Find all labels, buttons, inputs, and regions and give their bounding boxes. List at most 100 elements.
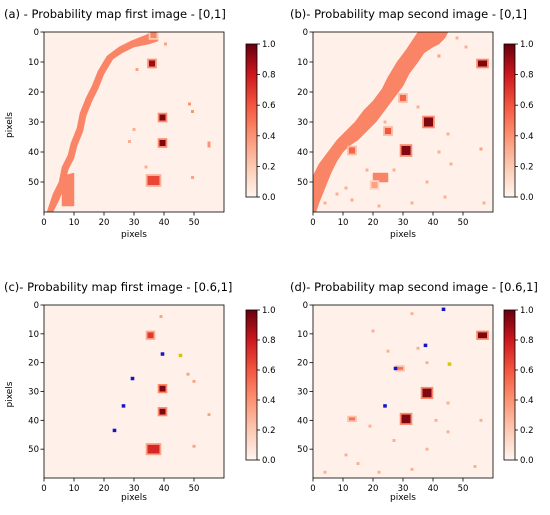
x-tick-label: 10 (338, 218, 349, 228)
heatmap-cell (349, 147, 355, 154)
marker-point (112, 428, 117, 433)
marker-point (393, 366, 398, 371)
heatmap-cell (478, 60, 487, 67)
colorbar-tick-label: 0.8 (262, 336, 276, 346)
plot-area (313, 305, 493, 478)
chart-title: (a) - Probability map first image - [0,1… (4, 7, 226, 21)
heatmap-cell (349, 417, 355, 421)
heatmap-cell (191, 110, 194, 113)
colorbar-tick-label: 0.0 (262, 193, 276, 203)
marker-point (121, 404, 126, 408)
colorbar-tick-label: 0.0 (520, 193, 534, 203)
heatmap-cell (147, 332, 154, 339)
heatmap-cell (344, 453, 348, 457)
heatmap-cell (150, 32, 157, 38)
probability-band (372, 172, 389, 183)
x-tick-label: 10 (338, 484, 349, 494)
y-tick-label: 10 (28, 330, 39, 340)
heatmap-cell (149, 60, 155, 67)
chart-panel-b: (b)- Probability map second image - [0,1… (290, 7, 534, 240)
x-tick-label: 40 (159, 484, 170, 494)
y-tick-label: 50 (28, 178, 39, 188)
colorbar-tick-label: 0.8 (520, 336, 534, 346)
heatmap-cell (371, 182, 378, 188)
colorbar-tick-label: 0.4 (520, 396, 534, 406)
probability-band (61, 172, 75, 207)
heatmap-cell (144, 165, 148, 169)
marker-point (160, 352, 165, 356)
heatmap-cell (392, 168, 396, 172)
x-tick-label: 0 (41, 484, 46, 494)
heatmap-cell (147, 444, 160, 454)
colorbar-tick-label: 0.8 (262, 71, 276, 81)
y-tick-label: 40 (297, 148, 308, 158)
colorbar-tick-label: 0.6 (520, 366, 534, 376)
colorbar-tick-label: 0.4 (262, 132, 276, 142)
heatmap-cell (192, 444, 196, 448)
heatmap-cell (377, 204, 381, 208)
heatmap-cell (464, 45, 468, 49)
colorbar (503, 43, 516, 198)
x-tick-label: 30 (398, 484, 409, 494)
heatmap-cell (147, 176, 160, 185)
probability-band (313, 32, 449, 212)
heatmap-cell (425, 361, 429, 365)
heatmap-cell (135, 68, 139, 71)
colorbar-tick-label: 0.2 (520, 426, 534, 436)
heatmap-cell (368, 424, 372, 428)
colorbar-tick-label: 1.0 (262, 306, 276, 316)
colorbar-tick-label: 0.8 (520, 71, 534, 81)
heatmap-cell (473, 465, 477, 468)
marker-point (441, 307, 446, 312)
heatmap-cell (446, 430, 450, 434)
x-axis-label: pixels (390, 493, 416, 503)
y-tick-label: 50 (297, 178, 308, 188)
marker-point (383, 404, 387, 408)
heatmap-cell (159, 408, 166, 415)
x-tick-label: 50 (189, 218, 200, 228)
heatmap-cell (159, 114, 166, 121)
y-tick-label: 40 (28, 148, 39, 158)
heatmap-cell (159, 385, 166, 392)
heatmap-cell (416, 105, 420, 109)
heatmap-cell (371, 329, 375, 333)
heatmap-cell (425, 180, 429, 184)
colorbar-tick-label: 0.6 (520, 101, 534, 111)
y-tick-label: 30 (297, 388, 308, 398)
x-tick-label: 50 (458, 218, 469, 228)
heatmap-cell (437, 54, 441, 58)
y-tick-label: 20 (297, 359, 308, 369)
colorbar-tick-label: 0.2 (262, 426, 276, 436)
chart-panel-a: (a) - Probability map first image - [0,1… (4, 7, 276, 240)
colorbar-tick-label: 0.6 (262, 101, 276, 111)
chart-title: (c)- Probability map first image - [0.6,… (4, 280, 232, 294)
x-tick-label: 50 (189, 484, 200, 494)
x-tick-label: 0 (310, 218, 315, 228)
x-tick-label: 20 (99, 218, 110, 228)
heatmap-cell (397, 366, 403, 370)
y-tick-label: 50 (28, 445, 39, 455)
colorbar (245, 43, 258, 198)
x-tick-label: 30 (398, 218, 409, 228)
x-tick-label: 30 (129, 218, 140, 228)
heatmap-cell (455, 36, 459, 40)
colorbar-tick-label: 1.0 (520, 40, 534, 50)
y-tick-label: 0 (34, 301, 39, 311)
heatmap-cell (191, 176, 194, 179)
chart-panel-d: (d)- Probability map second image - [0.6… (290, 280, 538, 503)
chart-title: (b)- Probability map second image - [0,1… (290, 7, 527, 21)
heatmap-cell (365, 168, 369, 172)
y-tick-label: 30 (297, 118, 308, 128)
heatmap-cell (410, 467, 414, 471)
heatmap-cell (434, 418, 438, 422)
heatmap-cell (159, 315, 163, 318)
heatmap-cell (386, 349, 390, 353)
colorbar-tick-label: 0.0 (262, 456, 276, 466)
colorbar-tick-label: 0.2 (262, 162, 276, 172)
x-tick-label: 40 (428, 484, 439, 494)
data-layer (323, 307, 489, 474)
y-tick-label: 30 (28, 118, 39, 128)
heatmap-cell (335, 192, 339, 196)
y-tick-label: 10 (28, 58, 39, 68)
